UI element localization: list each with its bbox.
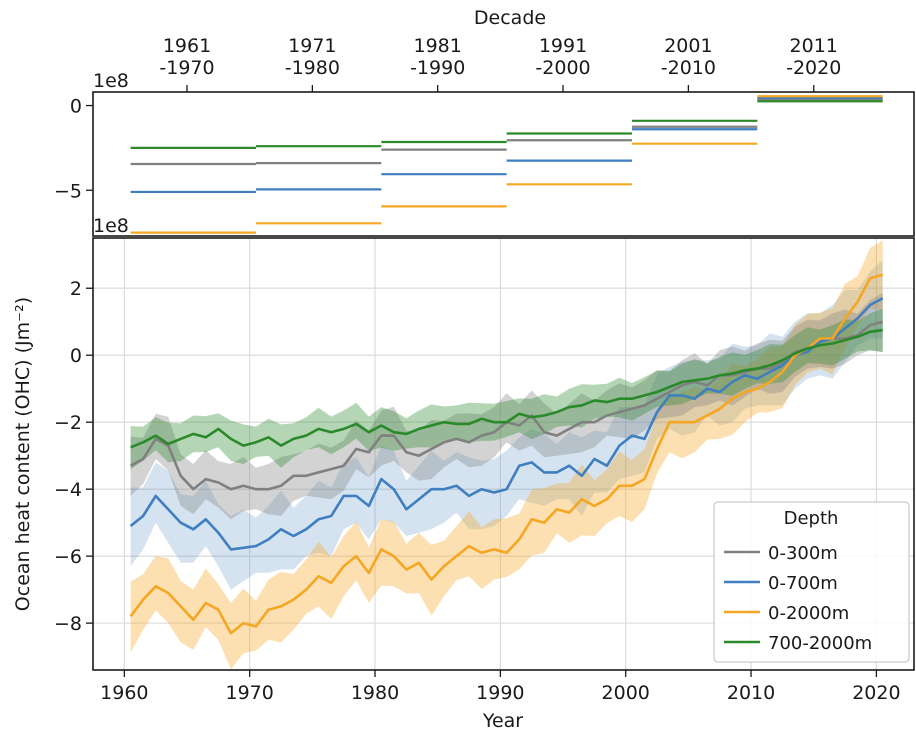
top-y-axis: 0 −5: [54, 96, 93, 202]
top-xlabel: Decade: [474, 7, 546, 29]
band-s300: [130, 292, 883, 520]
legend-label-s300: 0-300m: [768, 543, 838, 564]
bottom-axes-frame: [92, 237, 915, 671]
top-axes-frame: [92, 91, 915, 237]
y-tick-label: −8: [54, 613, 82, 635]
y-tick-label: −6: [54, 546, 82, 568]
decade-tick-label: 2001 -2010: [661, 35, 716, 79]
legend-items: 0-300m 0-700m 0-2000m 700-2000m: [724, 543, 872, 654]
x-tick-label: 1960: [100, 682, 148, 704]
legend-title: Depth: [784, 508, 839, 529]
decade-tick-label: 2011 -2020: [786, 35, 841, 79]
line-s700: [129, 297, 884, 551]
y-axis-label: Ocean heat content (OHC) (Jm⁻²): [12, 297, 34, 611]
bottom-offset-text: 1e8: [93, 215, 129, 237]
x-tick-label: 2000: [602, 682, 650, 704]
series-lines: [129, 273, 884, 635]
x-tick-label: 2020: [852, 682, 900, 704]
top-y-tick-label: −5: [54, 180, 82, 202]
y-tick-label: 0: [70, 345, 82, 367]
top-offset-text: 1e8: [93, 70, 129, 92]
legend-label-s700: 0-700m: [768, 573, 838, 594]
x-tick-label: 1990: [476, 682, 524, 704]
legend-label-s2000: 0-2000m: [768, 603, 849, 624]
y-tick-label: −4: [54, 479, 82, 501]
band-s2000: [130, 240, 883, 670]
band-s700: [130, 259, 883, 590]
decade-tick-label: 1981 -1990: [410, 35, 465, 79]
decade-tick-label: 1961 -1970: [159, 35, 214, 79]
legend-box: [713, 501, 910, 663]
top-y-tick-label: 0: [70, 96, 82, 118]
decade-tick-label: 1971 -1980: [285, 35, 340, 79]
decade-ticks: [186, 85, 815, 92]
legend: Depth 0-300m 0-700m 0-2000m 700-2000m: [713, 501, 910, 663]
decade-tick-labels: 1961 -1970 1971 -1980 1981 -1990 1991 -2000 2001…: [159, 35, 841, 79]
x-tick-label: 1980: [351, 682, 399, 704]
x-tick-label: 2010: [727, 682, 775, 704]
y-tick-label: −2: [54, 412, 82, 434]
decadal-panel: Decade 1961 -1970 1971 -1980 1981 -1990 1991 -2…: [54, 7, 915, 237]
decade-tick-label: 1991 -2000: [535, 35, 590, 79]
bottom-x-axis: 1960 1970 1980 1990 2000 2010 2020: [100, 670, 901, 704]
line-s7002000: [130, 328, 883, 449]
line-s2000: [129, 273, 884, 635]
legend-label-s7002000: 700-2000m: [768, 633, 872, 654]
y-tick-label: 2: [70, 278, 82, 300]
x-axis-label: Year: [482, 710, 523, 731]
annual-panel: 1e8 1960 1970 1980 1990 2000 2010 2020 2 0 −2 −4 −…: [12, 215, 915, 731]
bottom-y-axis: 2 0 −2 −4 −6 −8: [54, 278, 93, 635]
decadal-mean-lines: [130, 95, 883, 234]
x-tick-label: 1970: [225, 682, 273, 704]
